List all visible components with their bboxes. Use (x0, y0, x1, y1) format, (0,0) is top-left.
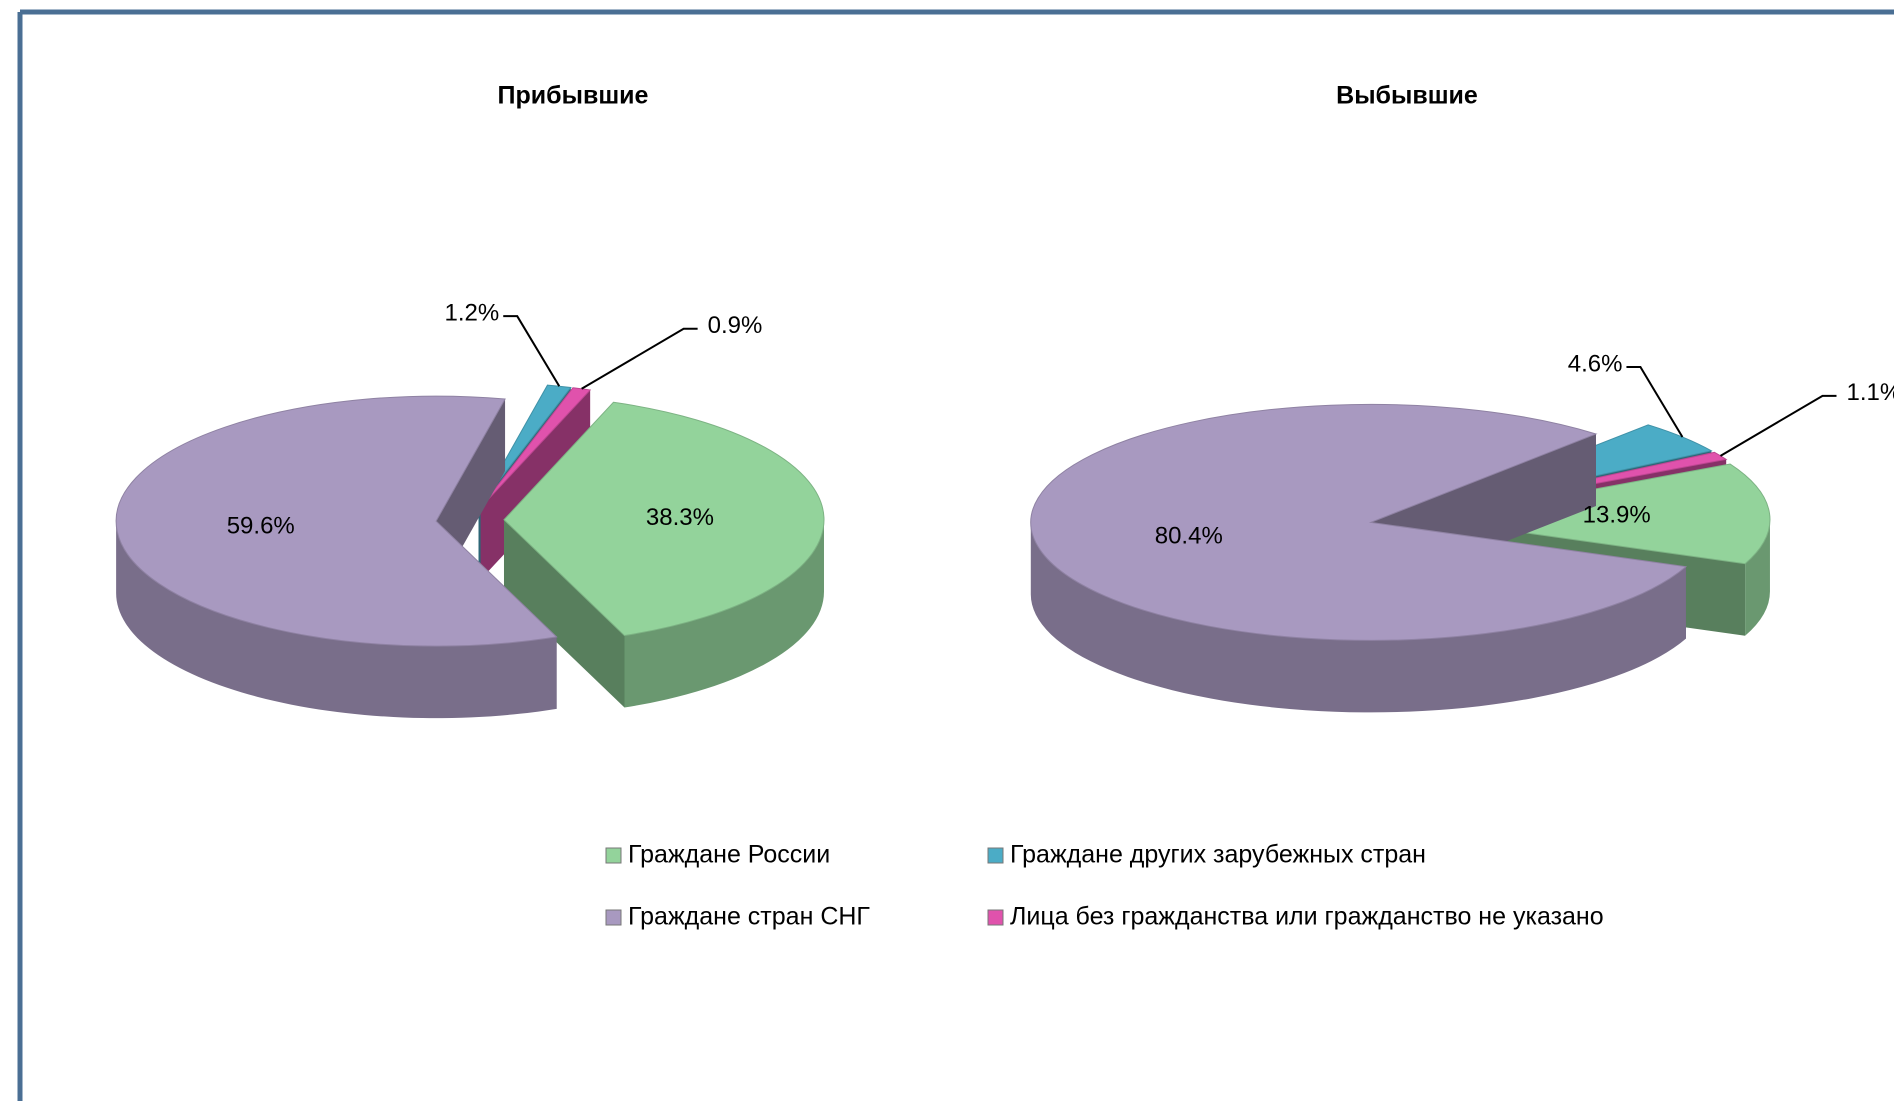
leader-line (581, 327, 698, 390)
slice-side (503, 519, 625, 708)
legend-label: Граждане России (628, 841, 830, 869)
leader-line (1719, 394, 1837, 457)
chart-title: Выбывшие (1336, 82, 1478, 110)
data-label: 13.9% (1583, 501, 1651, 528)
slice (115, 395, 558, 647)
legend-swatch (987, 847, 1004, 864)
legend-label: Граждане других зарубежных стран (1010, 841, 1426, 869)
chart-title: Прибывшие (498, 82, 649, 110)
data-label: 4.6% (1568, 350, 1623, 377)
data-label: 0.9% (708, 312, 763, 339)
data-label: 1.2% (445, 300, 500, 327)
slice (1429, 463, 1771, 565)
slice-wall (1030, 522, 1686, 713)
leader-line (1626, 366, 1684, 438)
legend-swatch (987, 909, 1004, 926)
slice-wall (116, 521, 557, 719)
slice-wall (624, 519, 824, 708)
data-label: 38.3% (646, 504, 714, 531)
slice (480, 387, 592, 508)
slice-wall (1745, 519, 1770, 636)
slice (503, 401, 825, 637)
slice (1030, 403, 1688, 641)
legend-label: Лица без гражданства или гражданство не … (1010, 903, 1604, 931)
legend-label: Граждане стран СНГ (628, 903, 870, 931)
leader-line (503, 315, 561, 387)
data-label: 1.1% (1846, 379, 1894, 406)
legend-swatch (605, 847, 622, 864)
legend-swatch (605, 909, 622, 926)
data-label: 59.6% (227, 512, 295, 539)
data-label: 80.4% (1155, 523, 1223, 550)
